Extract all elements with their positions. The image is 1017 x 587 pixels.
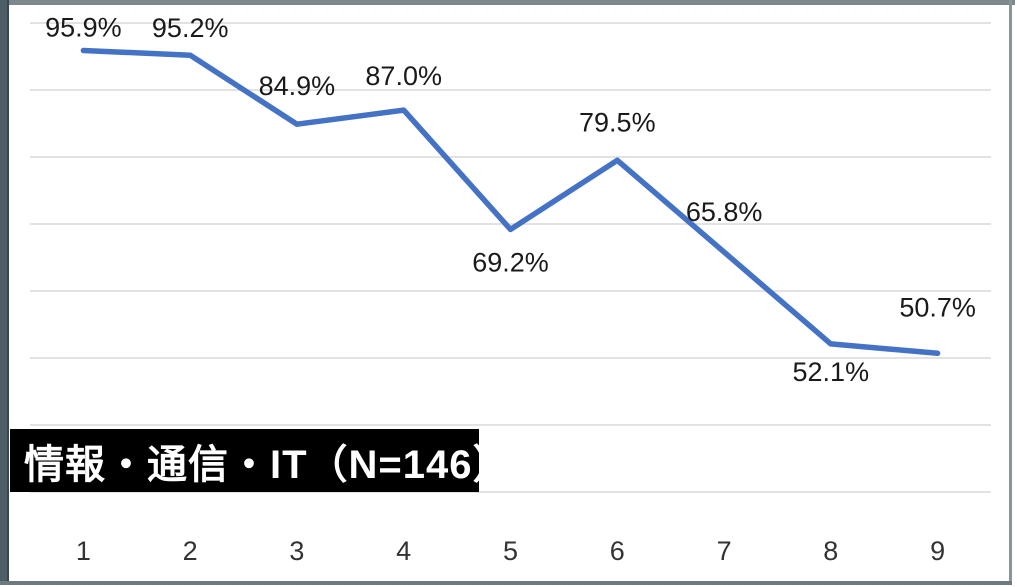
data-label: 50.7% [899, 292, 976, 322]
x-axis-label: 3 [289, 536, 304, 566]
data-label: 79.5% [579, 107, 656, 137]
frame-top-border [0, 0, 1015, 5]
series-label-text: 情報・通信・IT（N=146） [24, 442, 514, 487]
x-axis-label: 4 [396, 536, 411, 566]
frame-bottom-border [0, 581, 1012, 585]
frame-left-border [0, 0, 9, 581]
x-axis-label: 7 [717, 536, 732, 566]
x-axis-label: 5 [503, 536, 518, 566]
data-label: 95.2% [152, 13, 229, 43]
x-axis-label: 2 [183, 536, 198, 566]
x-axis-label: 1 [76, 536, 91, 566]
x-axis-label: 9 [930, 536, 945, 566]
data-label: 52.1% [793, 357, 870, 387]
data-label: 95.9% [45, 13, 122, 43]
data-label: 87.0% [365, 61, 442, 91]
data-label: 65.8% [686, 197, 763, 227]
x-axis-label: 6 [610, 536, 625, 566]
frame-right-border [1009, 0, 1012, 581]
x-axis-label: 8 [823, 536, 838, 566]
data-series-line [80, 47, 941, 357]
data-label: 84.9% [259, 71, 336, 101]
series-label-box: 情報・通信・IT（N=146） [10, 429, 513, 492]
data-label: 69.2% [472, 247, 549, 277]
